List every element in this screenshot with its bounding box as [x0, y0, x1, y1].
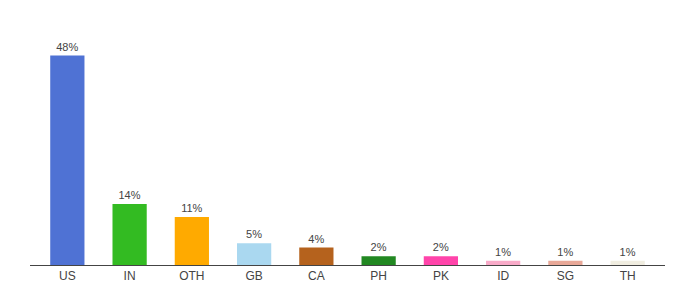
- svg-text:1%: 1%: [495, 246, 511, 258]
- svg-text:TH: TH: [620, 269, 636, 283]
- svg-text:4%: 4%: [308, 233, 324, 245]
- svg-text:14%: 14%: [118, 189, 140, 201]
- svg-text:SG: SG: [557, 269, 574, 283]
- svg-text:PH: PH: [370, 269, 387, 283]
- svg-text:5%: 5%: [246, 228, 262, 240]
- svg-text:ID: ID: [497, 269, 509, 283]
- svg-text:11%: 11%: [181, 202, 202, 214]
- svg-text:CA: CA: [308, 269, 325, 283]
- svg-text:1%: 1%: [557, 246, 573, 258]
- svg-text:GB: GB: [245, 269, 262, 283]
- svg-text:PK: PK: [433, 269, 449, 283]
- svg-text:2%: 2%: [433, 241, 449, 253]
- svg-text:IN: IN: [124, 269, 136, 283]
- svg-text:US: US: [59, 269, 76, 283]
- svg-text:1%: 1%: [620, 246, 636, 258]
- svg-text:OTH: OTH: [179, 269, 204, 283]
- svg-text:2%: 2%: [371, 241, 387, 253]
- svg-text:48%: 48%: [56, 41, 78, 53]
